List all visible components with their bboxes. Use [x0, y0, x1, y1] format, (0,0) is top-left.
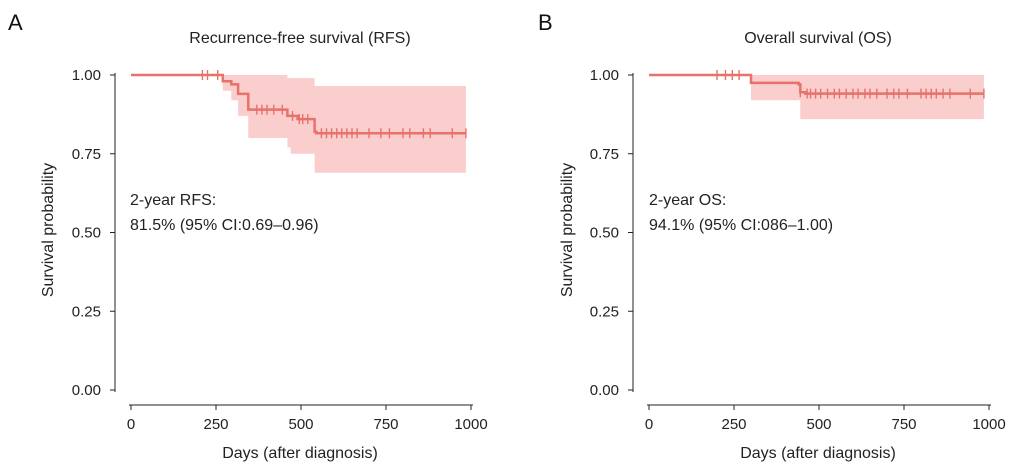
x-axis-label-b: Days (after diagnosis) [740, 445, 896, 462]
x-tick-label: 500 [288, 416, 313, 433]
y-tick-label: 0.50 [72, 225, 101, 242]
survival-curve [649, 73, 984, 95]
y-tick-label: 0.75 [72, 146, 101, 163]
survival-curve [131, 73, 466, 135]
y-tick-label: 0.25 [590, 303, 619, 320]
plot-area-a: 0.00 0.25 0.50 0.75 1.00 0 250 500 750 1000 [72, 67, 488, 433]
y-tick-label: 0.75 [590, 146, 619, 163]
panel-letter-a: A [8, 10, 23, 35]
y-tick-label: 1.00 [72, 67, 101, 84]
panel-letter-b: B [538, 10, 553, 35]
x-tick-label: 1000 [972, 416, 1005, 433]
plot-area-b: 0.00 0.25 0.50 0.75 1.00 0 250 500 750 1000 [590, 67, 1006, 433]
x-axis-label-a: Days (after diagnosis) [222, 445, 378, 462]
x-tick-label: 500 [806, 416, 831, 433]
chart-title-os: Overall survival (OS) [744, 30, 892, 47]
annotation-line2-a: 81.5% (95% CI:0.69–0.96) [130, 217, 319, 234]
annotation-line1-a: 2-year RFS: [130, 192, 216, 209]
x-tick-label: 1000 [454, 416, 487, 433]
confidence-band [131, 75, 466, 173]
y-tick-label: 1.00 [590, 67, 619, 84]
x-tick-label: 750 [373, 416, 398, 433]
y-tick-label: 0.00 [72, 382, 101, 399]
y-tick-label: 0.25 [72, 303, 101, 320]
x-tick-label: 250 [721, 416, 746, 433]
y-axis-label-b: Survival probability [559, 163, 576, 297]
y-tick-label: 0.50 [590, 225, 619, 242]
annotation-line2-b: 94.1% (95% CI:086–1.00) [649, 217, 833, 234]
x-tick-label: 250 [203, 416, 228, 433]
panel-a: A Recurrence-free survival (RFS) Surviva… [8, 10, 488, 462]
panel-b: B Overall survival (OS) Survival probabi… [538, 10, 1006, 462]
x-tick-label: 750 [891, 416, 916, 433]
confidence-band [649, 75, 984, 120]
annotation-line1-b: 2-year OS: [649, 192, 726, 209]
x-tick-label: 0 [645, 416, 653, 433]
y-axis-label-a: Survival probability [40, 163, 57, 297]
y-tick-label: 0.00 [590, 382, 619, 399]
chart-title-rfs: Recurrence-free survival (RFS) [189, 30, 410, 47]
x-tick-label: 0 [127, 416, 135, 433]
